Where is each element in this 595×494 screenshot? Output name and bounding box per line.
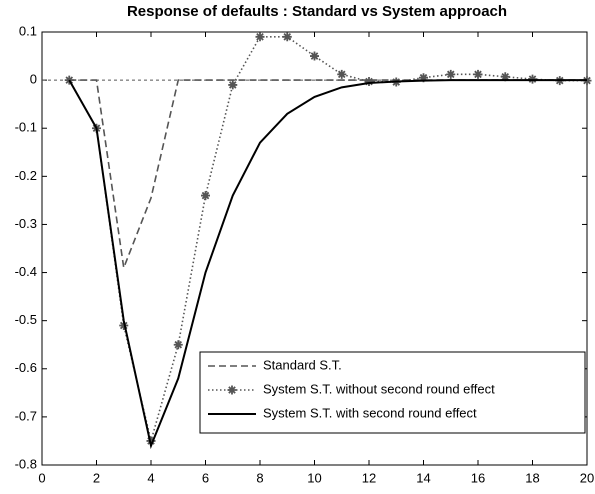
x-tick-label: 14 — [416, 470, 430, 485]
x-tick-label: 2 — [93, 470, 100, 485]
y-tick-label: -0.8 — [15, 456, 37, 471]
x-tick-label: 12 — [362, 470, 376, 485]
series-line — [69, 79, 587, 271]
y-tick-label: 0.1 — [19, 23, 37, 38]
y-tick-label: -0.7 — [15, 408, 37, 423]
y-tick-label: -0.6 — [15, 360, 37, 375]
series-marker — [201, 191, 210, 201]
x-tick-label: 10 — [307, 470, 321, 485]
series-marker — [282, 32, 292, 42]
legend-label: System S.T. with second round effect — [263, 405, 477, 420]
y-tick-label: -0.3 — [15, 216, 37, 231]
series-marker — [255, 32, 265, 42]
series-marker — [337, 69, 347, 79]
x-tick-label: 8 — [256, 470, 263, 485]
y-tick-label: -0.1 — [15, 120, 37, 135]
legend-box — [199, 351, 586, 434]
y-tick-label: -0.2 — [15, 168, 37, 183]
x-tick-label: 16 — [471, 470, 485, 485]
legend-marker — [227, 385, 237, 395]
chart-title: Response of defaults : Standard vs Syste… — [127, 3, 507, 20]
series-marker — [228, 80, 238, 90]
series-marker — [419, 73, 428, 83]
series-marker — [310, 51, 319, 61]
x-tick-label: 18 — [525, 470, 539, 485]
y-tick-label: -0.5 — [15, 312, 37, 327]
legend-label: System S.T. without second round effect — [263, 381, 495, 396]
legend-label: Standard S.T. — [263, 357, 342, 372]
x-tick-label: 4 — [147, 470, 154, 485]
series-marker — [64, 75, 74, 85]
series-marker — [364, 77, 374, 87]
x-tick-label: 0 — [38, 470, 45, 485]
series-marker — [473, 69, 483, 79]
y-tick-label: -0.4 — [15, 264, 37, 279]
x-tick-label: 20 — [580, 470, 594, 485]
legend: Standard S.T. System S.T. without second … — [199, 351, 586, 434]
x-tick-label: 6 — [202, 470, 209, 485]
y-tick-label: 0 — [30, 72, 37, 87]
series-marker — [173, 340, 183, 350]
series-marker — [146, 436, 156, 446]
series-marker — [446, 69, 456, 79]
series-line — [68, 79, 587, 450]
series-marker — [500, 72, 510, 82]
series-marker — [119, 320, 129, 330]
